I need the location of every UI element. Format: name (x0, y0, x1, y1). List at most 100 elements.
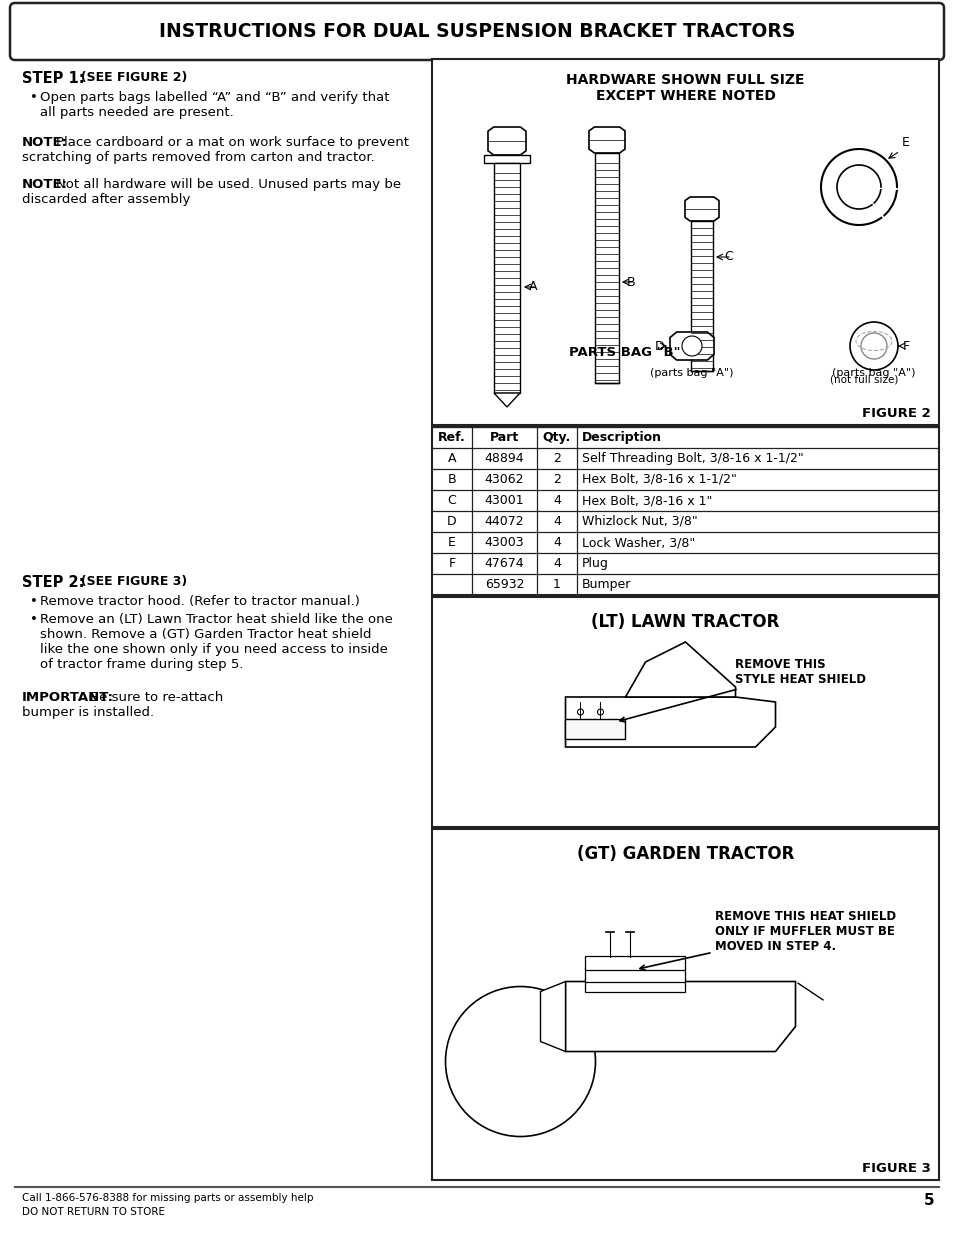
Text: E: E (448, 536, 456, 550)
Polygon shape (565, 697, 775, 747)
Text: Not all hardware will be used. Unused parts may be: Not all hardware will be used. Unused pa… (56, 178, 400, 191)
Text: 4: 4 (553, 557, 560, 571)
Circle shape (836, 165, 880, 209)
FancyArrowPatch shape (797, 983, 822, 1000)
Text: bumper is installed.: bumper is installed. (22, 706, 154, 719)
Text: NOTE:: NOTE: (22, 136, 68, 149)
Text: A: A (529, 280, 537, 294)
Polygon shape (565, 982, 795, 1051)
Text: 5: 5 (923, 1193, 933, 1208)
Polygon shape (585, 967, 685, 982)
Text: •: • (30, 613, 38, 626)
Text: F: F (448, 557, 456, 571)
Text: 65932: 65932 (484, 578, 524, 592)
Bar (483, 156, 530, 163)
Text: Place cardboard or a mat on work surface to prevent: Place cardboard or a mat on work surface… (56, 136, 409, 149)
Text: like the one shown only if you need access to inside: like the one shown only if you need acce… (40, 643, 388, 656)
Polygon shape (585, 956, 685, 969)
Circle shape (681, 336, 701, 356)
Text: Bumper: Bumper (581, 578, 631, 592)
Bar (432, 597, 938, 827)
Circle shape (597, 709, 603, 715)
Text: (parts bag "A"): (parts bag "A") (650, 368, 733, 378)
Text: 44072: 44072 (484, 515, 524, 529)
Text: Part: Part (489, 431, 518, 445)
Text: Self Threading Bolt, 3/8-16 x 1-1/2": Self Threading Bolt, 3/8-16 x 1-1/2" (581, 452, 803, 466)
Text: scratching of parts removed from carton and tractor.: scratching of parts removed from carton … (22, 151, 375, 164)
Text: (parts bag "A"): (parts bag "A") (831, 368, 915, 378)
Polygon shape (625, 642, 735, 697)
Text: 2: 2 (553, 452, 560, 466)
Polygon shape (585, 978, 685, 992)
Text: FIGURE 2: FIGURE 2 (862, 408, 930, 420)
Text: Remove an (LT) Lawn Tractor heat shield like the one: Remove an (LT) Lawn Tractor heat shield … (40, 613, 393, 626)
Text: Hex Bolt, 3/8-16 x 1": Hex Bolt, 3/8-16 x 1" (581, 494, 712, 508)
Text: (GT) GARDEN TRACTOR: (GT) GARDEN TRACTOR (577, 845, 793, 863)
Text: D: D (447, 515, 456, 529)
Text: Open parts bags labelled “A” and “B” and verify that: Open parts bags labelled “A” and “B” and… (40, 91, 389, 104)
Text: (LT) LAWN TRACTOR: (LT) LAWN TRACTOR (591, 613, 779, 631)
Bar (595, 153, 618, 383)
Text: STEP 2:: STEP 2: (22, 576, 85, 590)
Text: C: C (447, 494, 456, 508)
Circle shape (577, 709, 583, 715)
Text: INSTRUCTIONS FOR DUAL SUSPENSION BRACKET TRACTORS: INSTRUCTIONS FOR DUAL SUSPENSION BRACKET… (158, 22, 795, 41)
Text: (SEE FIGURE 3): (SEE FIGURE 3) (71, 576, 187, 588)
Polygon shape (669, 332, 713, 359)
Text: •: • (30, 91, 38, 104)
Bar (432, 427, 938, 595)
Text: B: B (447, 473, 456, 487)
Text: all parts needed are present.: all parts needed are present. (40, 106, 233, 119)
Text: B: B (626, 275, 635, 289)
Text: 47674: 47674 (484, 557, 524, 571)
Text: Description: Description (581, 431, 661, 445)
Circle shape (445, 987, 595, 1136)
Text: shown. Remove a (GT) Garden Tractor heat shield: shown. Remove a (GT) Garden Tractor heat… (40, 629, 371, 641)
Circle shape (821, 149, 896, 225)
Text: 43003: 43003 (484, 536, 524, 550)
Polygon shape (588, 127, 624, 153)
Text: D: D (654, 340, 663, 352)
Text: 4: 4 (553, 494, 560, 508)
Text: of tractor frame during step 5.: of tractor frame during step 5. (40, 658, 243, 671)
Text: (not full size): (not full size) (829, 375, 897, 385)
Text: Call 1-866-576-8388 for missing parts or assembly help: Call 1-866-576-8388 for missing parts or… (22, 1193, 314, 1203)
Polygon shape (488, 127, 525, 156)
Polygon shape (565, 719, 625, 739)
FancyBboxPatch shape (10, 2, 943, 61)
Text: REMOVE THIS HEAT SHIELD
ONLY IF MUFFLER MUST BE
MOVED IN STEP 4.: REMOVE THIS HEAT SHIELD ONLY IF MUFFLER … (639, 910, 896, 969)
Text: discarded after assembly: discarded after assembly (22, 193, 191, 206)
Text: NOTE:: NOTE: (22, 178, 68, 191)
Text: Whizlock Nut, 3/8": Whizlock Nut, 3/8" (581, 515, 697, 529)
Text: 2: 2 (553, 473, 560, 487)
Text: Ref.: Ref. (437, 431, 465, 445)
Text: HARDWARE SHOWN FULL SIZE
EXCEPT WHERE NOTED: HARDWARE SHOWN FULL SIZE EXCEPT WHERE NO… (566, 73, 804, 104)
Text: 48894: 48894 (484, 452, 524, 466)
Bar (432, 59, 938, 425)
Text: C: C (723, 251, 732, 263)
Text: Lock Washer, 3/8": Lock Washer, 3/8" (581, 536, 695, 550)
Circle shape (849, 322, 897, 370)
Text: FIGURE 3: FIGURE 3 (862, 1162, 930, 1174)
Text: Hex Bolt, 3/8-16 x 1-1/2": Hex Bolt, 3/8-16 x 1-1/2" (581, 473, 736, 487)
Text: E: E (901, 136, 909, 149)
Bar (494, 163, 519, 393)
Text: REMOVE THIS
STYLE HEAT SHIELD: REMOVE THIS STYLE HEAT SHIELD (619, 658, 865, 721)
Bar (690, 221, 712, 370)
Bar (432, 829, 938, 1179)
Text: Remove tractor hood. (Refer to tractor manual.): Remove tractor hood. (Refer to tractor m… (40, 595, 359, 608)
Text: (SEE FIGURE 2): (SEE FIGURE 2) (71, 70, 187, 84)
Polygon shape (540, 982, 565, 1051)
Text: IMPORTANT:: IMPORTANT: (22, 692, 113, 704)
Text: PARTS BAG "B": PARTS BAG "B" (568, 347, 679, 359)
Text: F: F (902, 340, 909, 352)
Text: 43062: 43062 (484, 473, 524, 487)
Text: Be sure to re-attach: Be sure to re-attach (90, 692, 223, 704)
Text: Qty.: Qty. (542, 431, 571, 445)
Polygon shape (684, 198, 719, 221)
Text: 43001: 43001 (484, 494, 524, 508)
Text: •: • (30, 595, 38, 608)
Text: DO NOT RETURN TO STORE: DO NOT RETURN TO STORE (22, 1207, 165, 1216)
Text: 4: 4 (553, 515, 560, 529)
Polygon shape (494, 393, 519, 408)
